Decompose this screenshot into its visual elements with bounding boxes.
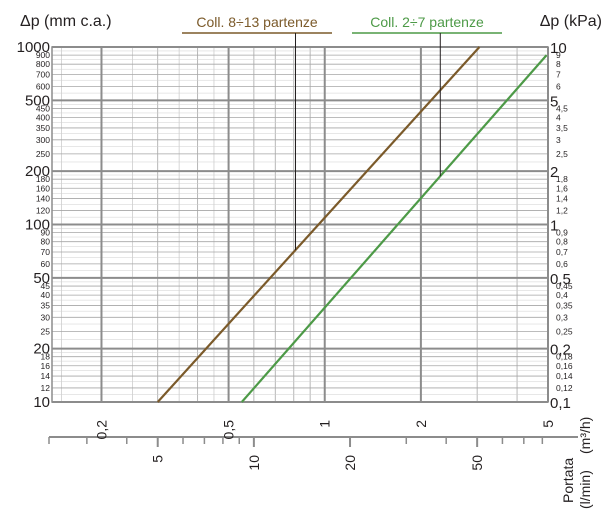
left-axis-major-label: 100 (25, 217, 50, 234)
left-axis-minor-label: 80 (41, 237, 51, 247)
right-axis-major-label: 5 (550, 93, 558, 110)
left-axis-minor-label: 450 (36, 104, 50, 114)
x-axis-m3h-label: 0,2 (93, 420, 109, 440)
left-axis-title: Δp (mm c.a.) (20, 13, 112, 30)
x-axis-m3h-label: 5 (540, 420, 556, 428)
right-axis-minor-label: 0,18 (556, 352, 573, 362)
left-axis-minor-label: 30 (41, 312, 51, 322)
left-axis-minor-label: 350 (36, 123, 50, 133)
right-axis-major-label: 0,5 (550, 271, 571, 288)
left-axis-minor-label: 90 (41, 228, 51, 238)
right-axis-minor-label: 0,8 (556, 237, 568, 247)
right-axis-minor-label: 1,2 (556, 205, 568, 215)
left-axis-minor-label: 45 (41, 281, 51, 291)
legend-series-2: Coll. 2÷7 partenze (370, 14, 484, 30)
x-axis-m3h-label: 1 (317, 420, 333, 428)
left-axis-minor-label: 25 (41, 326, 51, 336)
left-axis-major-label: 20 (33, 341, 50, 358)
right-axis-minor-label: 0,16 (556, 361, 573, 371)
x-axis-lmin-label: 5 (150, 455, 166, 463)
left-axis-minor-label: 40 (41, 290, 51, 300)
right-axis-minor-label: 1,6 (556, 183, 568, 193)
right-axis-minor-label: 4,5 (556, 104, 568, 114)
right-axis-minor-label: 0,12 (556, 383, 573, 393)
plot-frame (51, 46, 549, 403)
left-axis-major-label: 1000 (17, 39, 50, 56)
right-axis-minor-label: 0,45 (556, 281, 573, 291)
right-axis-major-label: 2 (550, 164, 558, 181)
right-axis-minor-label: 0,14 (556, 371, 573, 381)
left-axis-minor-label: 12 (41, 383, 51, 393)
right-axis-minor-label: 8 (556, 59, 561, 69)
left-axis-major-label: 200 (25, 163, 50, 180)
x-axis-m3h-unit: (m³/h) (577, 417, 593, 454)
right-axis-minor-label: 2,5 (556, 149, 568, 159)
left-axis-minor-label: 16 (41, 361, 51, 371)
left-axis-minor-label: 400 (36, 113, 50, 123)
right-axis-major-label: 10 (550, 40, 567, 57)
right-axis-minor-label: 3 (556, 135, 561, 145)
right-axis-minor-label: 0,4 (556, 290, 568, 300)
right-axis-minor-label: 1,4 (556, 194, 568, 204)
series-line-2 (240, 54, 548, 403)
left-axis-minor-label: 60 (41, 259, 51, 269)
x-axis-m3h-label: 0,5 (221, 420, 237, 440)
left-axis-major-label: 500 (25, 92, 50, 109)
right-axis-minor-label: 0,7 (556, 247, 568, 257)
series-lines (156, 32, 548, 403)
right-axis-minor-label: 7 (556, 69, 561, 79)
axis-labels: Δp (mm c.a.) Δp (kPa) Coll. 8÷13 partenz… (17, 13, 602, 509)
right-axis-minor-label: 6 (556, 81, 561, 91)
right-axis-minor-label: 0,9 (556, 228, 568, 238)
right-axis-minor-label: 0,35 (556, 300, 573, 310)
left-axis-minor-label: 900 (36, 50, 50, 60)
legend-series-1: Coll. 8÷13 partenze (196, 14, 318, 30)
left-axis-minor-label: 700 (36, 69, 50, 79)
left-axis-minor-label: 160 (36, 183, 50, 193)
left-axis-minor-label: 600 (36, 81, 50, 91)
left-axis-minor-label: 18 (41, 352, 51, 362)
grid (48, 46, 578, 447)
right-axis-minor-label: 9 (556, 50, 561, 60)
left-axis-minor-label: 14 (41, 371, 51, 381)
left-axis-minor-label: 250 (36, 149, 50, 159)
series-line-1 (156, 46, 481, 403)
left-axis-minor-label: 300 (36, 135, 50, 145)
left-axis-major-label: 50 (33, 270, 50, 287)
x-axis-lmin-unit: (l/min) (577, 470, 593, 509)
right-axis-major-label: 0,2 (550, 342, 571, 359)
right-axis-minor-label: 0,6 (556, 259, 568, 269)
right-axis-major-label: 1 (550, 218, 558, 235)
right-axis-title: Δp (kPa) (540, 13, 602, 30)
right-axis-minor-label: 3,5 (556, 123, 568, 133)
right-axis-minor-label: 1,8 (556, 174, 568, 184)
left-axis-minor-label: 140 (36, 194, 50, 204)
right-axis-minor-label: 0,25 (556, 326, 573, 336)
left-axis-minor-label: 70 (41, 247, 51, 257)
x-axis-lmin-label: 20 (342, 455, 358, 471)
x-axis-lmin-label: 50 (469, 455, 485, 471)
x-axis-m3h-label: 2 (413, 420, 429, 428)
x-axis-lmin-label: 10 (246, 455, 262, 471)
right-axis-major-label: 0,1 (550, 395, 571, 412)
right-axis-minor-label: 4 (556, 113, 561, 123)
right-axis-minor-label: 0,3 (556, 312, 568, 322)
left-axis-minor-label: 35 (41, 300, 51, 310)
left-axis-minor-label: 800 (36, 59, 50, 69)
x-axis-title: Portata (560, 458, 576, 503)
left-axis-major-label: 10 (33, 394, 50, 411)
left-axis-minor-label: 120 (36, 205, 50, 215)
left-axis-minor-label: 180 (36, 174, 50, 184)
